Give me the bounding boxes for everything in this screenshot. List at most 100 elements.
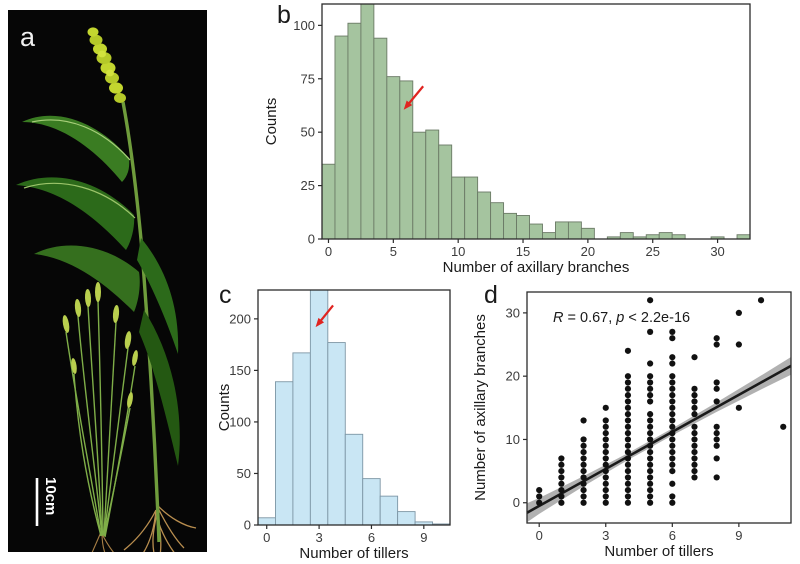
svg-text:50: 50 bbox=[237, 466, 251, 481]
data-point bbox=[669, 398, 676, 405]
data-point bbox=[624, 474, 632, 481]
svg-text:25: 25 bbox=[301, 178, 315, 193]
data-point bbox=[669, 493, 676, 500]
scatter-tillers-vs-branches: 0 3 6 9 0 10 20 30 Number of tillers Number of ax… bbox=[472, 291, 792, 560]
data-point bbox=[713, 335, 720, 342]
data-point bbox=[602, 442, 609, 449]
data-point bbox=[691, 411, 698, 418]
svg-text:0: 0 bbox=[536, 528, 543, 543]
panel-a-label: a bbox=[20, 22, 36, 52]
data-point bbox=[669, 468, 676, 475]
bar bbox=[373, 37, 388, 240]
data-point bbox=[691, 423, 698, 430]
data-point bbox=[669, 404, 676, 411]
data-point bbox=[669, 392, 676, 399]
data-point bbox=[580, 455, 587, 462]
svg-text:100: 100 bbox=[229, 414, 251, 429]
data-point bbox=[669, 449, 676, 456]
data-point bbox=[647, 297, 654, 304]
data-point bbox=[780, 423, 787, 430]
data-point bbox=[580, 442, 587, 449]
data-point bbox=[669, 499, 676, 506]
bar bbox=[658, 232, 673, 240]
data-point bbox=[536, 486, 543, 494]
y-axis: 0 10 20 30 bbox=[506, 305, 527, 510]
data-point bbox=[669, 411, 676, 418]
svg-text:15: 15 bbox=[516, 244, 530, 259]
data-point bbox=[691, 455, 698, 462]
data-point bbox=[558, 499, 565, 506]
data-point bbox=[691, 392, 698, 399]
data-point bbox=[558, 474, 565, 481]
data-point bbox=[713, 398, 720, 405]
data-point bbox=[624, 423, 632, 430]
data-point bbox=[624, 398, 632, 405]
svg-text:20: 20 bbox=[581, 244, 595, 259]
regression-line bbox=[526, 364, 792, 514]
data-point bbox=[647, 360, 654, 367]
data-point bbox=[602, 455, 609, 462]
data-point bbox=[580, 449, 587, 456]
bar bbox=[464, 176, 479, 240]
bar bbox=[542, 232, 556, 240]
data-point bbox=[713, 341, 720, 348]
data-point bbox=[669, 417, 676, 424]
data-point bbox=[624, 486, 632, 494]
scale-bar-label: 10cm bbox=[42, 477, 59, 515]
data-point bbox=[669, 354, 676, 361]
x-axis-title: Number of axillary branches bbox=[443, 259, 630, 276]
y-axis: 0 25 50 75 100 bbox=[293, 18, 322, 247]
y-axis-title: Counts bbox=[263, 98, 280, 146]
data-point bbox=[647, 392, 654, 399]
data-point bbox=[558, 468, 565, 475]
bar bbox=[438, 144, 453, 240]
bar bbox=[347, 22, 362, 240]
plant-main-stem bbox=[121, 101, 161, 543]
data-point bbox=[647, 379, 654, 386]
panel-d-label: d bbox=[484, 281, 498, 309]
bar bbox=[362, 478, 381, 526]
x-axis-title: Number of tillers bbox=[299, 545, 408, 562]
svg-text:30: 30 bbox=[710, 244, 724, 259]
data-point bbox=[580, 417, 587, 424]
data-point bbox=[669, 455, 676, 462]
data-point bbox=[624, 493, 632, 500]
data-point bbox=[647, 442, 654, 449]
data-point bbox=[536, 499, 543, 506]
data-point bbox=[669, 423, 676, 430]
bar bbox=[477, 191, 492, 240]
data-point bbox=[602, 486, 609, 494]
scale-bar: 10cm bbox=[35, 477, 59, 526]
data-point bbox=[624, 373, 632, 380]
data-point bbox=[647, 423, 654, 430]
data-point bbox=[691, 430, 698, 437]
histogram-tillers: 0 3 6 9 0 50 100 150 200 Number of tillers Counts bbox=[216, 289, 451, 562]
svg-text:6: 6 bbox=[669, 528, 676, 543]
data-point bbox=[691, 442, 698, 449]
data-point bbox=[647, 328, 654, 335]
data-point bbox=[580, 480, 587, 487]
data-point bbox=[647, 430, 654, 437]
bar bbox=[292, 352, 311, 526]
panel-a-photo: 10cm a bbox=[8, 10, 207, 559]
data-point bbox=[602, 493, 609, 500]
data-point bbox=[647, 417, 654, 424]
x-axis: 0 3 6 9 bbox=[263, 525, 427, 545]
stats-annotation: R = 0.67, p < 2.2e-16 bbox=[553, 310, 690, 326]
svg-text:3: 3 bbox=[315, 530, 322, 545]
svg-text:0: 0 bbox=[325, 244, 332, 259]
data-point bbox=[669, 379, 676, 386]
data-point bbox=[691, 385, 698, 392]
data-point bbox=[691, 436, 698, 443]
plant-leaves bbox=[16, 115, 180, 466]
bar bbox=[503, 212, 517, 240]
panel-b-label: b bbox=[277, 1, 291, 29]
bar bbox=[619, 232, 634, 240]
data-point bbox=[691, 461, 698, 468]
svg-text:0: 0 bbox=[308, 232, 315, 247]
bar bbox=[397, 511, 416, 526]
y-axis: 0 50 100 150 200 bbox=[229, 311, 258, 533]
data-point bbox=[580, 468, 587, 475]
data-point bbox=[669, 436, 676, 443]
data-point bbox=[735, 404, 742, 411]
